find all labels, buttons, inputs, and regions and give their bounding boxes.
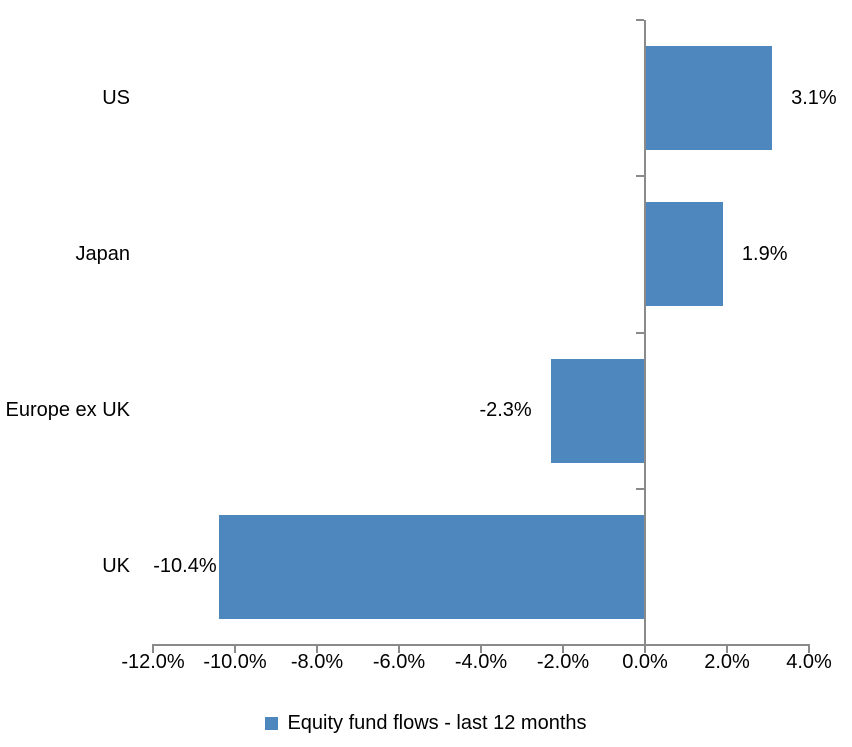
- category-label-japan: Japan: [75, 242, 131, 265]
- x-tick: [808, 645, 810, 653]
- x-tick: [234, 645, 236, 653]
- value-label-japan: 1.9%: [741, 242, 788, 265]
- legend[interactable]: Equity fund flows - last 12 months: [0, 709, 852, 737]
- bar-uk[interactable]: [218, 514, 645, 619]
- category-label-us: US: [102, 86, 130, 109]
- x-tick-label: -10.0%: [203, 651, 267, 673]
- category-axis-tick: [636, 175, 644, 178]
- x-tick: [562, 645, 564, 653]
- category-label-europe-ex-uk: Europe ex UK: [5, 399, 130, 422]
- x-tick-label: -12.0%: [121, 651, 185, 673]
- x-tick: [480, 645, 482, 653]
- legend-swatch-icon: [265, 716, 279, 730]
- category-axis-tick: [636, 19, 644, 21]
- bar-europe-ex-uk[interactable]: [550, 358, 645, 463]
- value-label-us: 3.1%: [791, 86, 837, 109]
- x-tick: [316, 645, 318, 653]
- x-tick-label: -8.0%: [290, 651, 344, 673]
- category-label-uk: UK: [102, 555, 130, 578]
- x-tick-label: -6.0%: [372, 651, 426, 673]
- value-label-europe-ex-uk: -2.3%: [479, 399, 532, 422]
- x-tick-label: 4.0%: [786, 651, 832, 673]
- bar-us[interactable]: [645, 46, 773, 151]
- bar-japan[interactable]: [645, 202, 723, 307]
- x-tick: [398, 645, 400, 653]
- legend-label: Equity fund flows - last 12 months: [287, 711, 587, 734]
- zero-axis-line: [644, 20, 646, 653]
- x-tick-label: 2.0%: [704, 651, 750, 673]
- x-tick-label: -4.0%: [454, 651, 508, 673]
- value-label-uk: -10.4%: [153, 555, 217, 578]
- x-tick-label: -2.0%: [536, 651, 590, 673]
- x-tick: [644, 645, 646, 653]
- category-axis-tick: [636, 331, 644, 334]
- x-tick-label: 0.0%: [622, 651, 668, 673]
- x-tick: [152, 645, 154, 653]
- category-axis-tick: [636, 487, 644, 490]
- x-tick: [726, 645, 728, 653]
